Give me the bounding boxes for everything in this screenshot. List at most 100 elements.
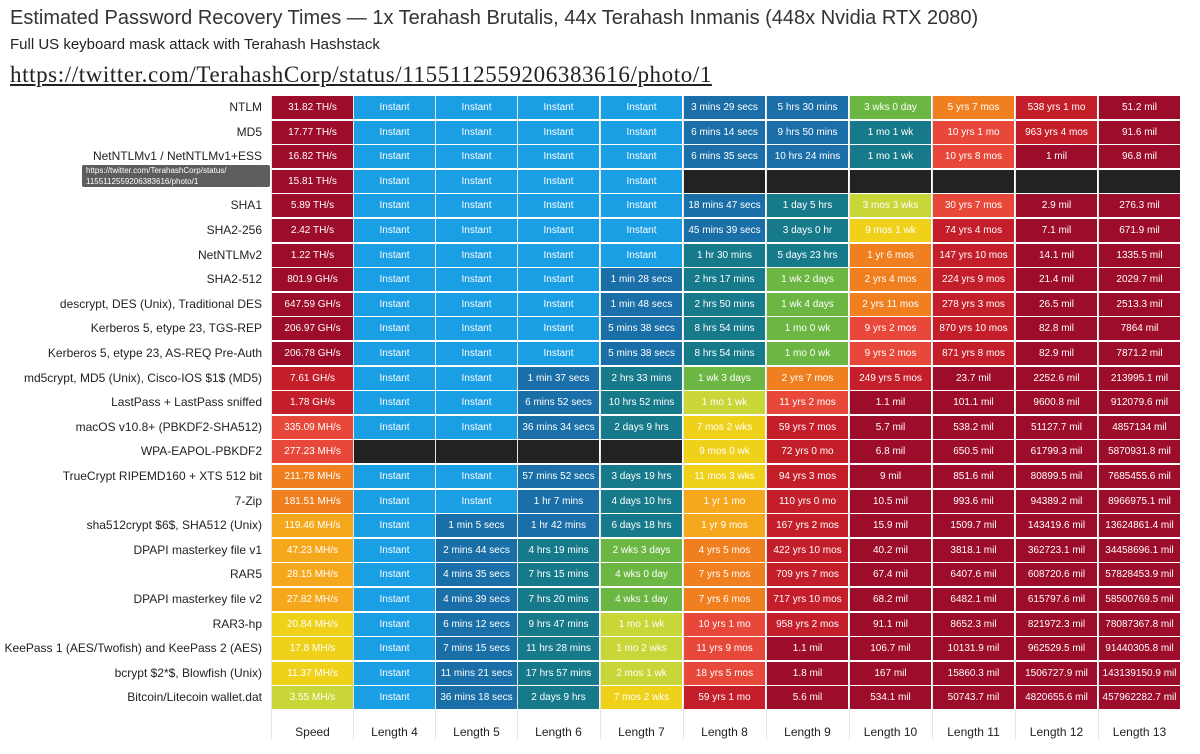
time-cell: 2 yrs 7 mos <box>767 366 848 390</box>
time-cell: Instant <box>354 538 435 562</box>
time-cell: 962529.5 mil <box>1016 637 1097 661</box>
time-cell: 1 wk 2 days <box>767 268 848 292</box>
time-cell: 72 yrs 0 mo <box>767 440 848 464</box>
time-cell: 249 yrs 5 mos <box>850 366 931 390</box>
time-cell: 1 min 28 secs <box>601 268 682 292</box>
row-label: 7-Zip <box>234 493 262 508</box>
time-cell: 2 hrs 33 mins <box>601 366 682 390</box>
time-cell: 422 yrs 10 mos <box>767 538 848 562</box>
time-cell: 9 mos 1 wk <box>850 219 931 242</box>
time-cell: 9 yrs 2 mos <box>850 342 931 365</box>
time-cell: 96.8 mil <box>1099 145 1180 169</box>
time-cell: 110 yrs 0 mo <box>767 489 848 513</box>
time-cell: 6 mins 14 secs <box>684 120 765 144</box>
time-cell: Instant <box>436 169 517 193</box>
time-cell: 1 wk 4 days <box>767 292 848 316</box>
row-label: TrueCrypt RIPEMD160 + XTS 512 bit <box>62 469 262 483</box>
speed-cell: 5.89 TH/s <box>272 194 353 218</box>
grid-line <box>435 95 436 740</box>
time-cell: Instant <box>354 169 435 193</box>
time-cell: Instant <box>518 342 599 365</box>
time-cell: 1 hr 7 mins <box>518 489 599 513</box>
time-cell: 21.4 mil <box>1016 268 1097 292</box>
time-cell: Instant <box>354 588 435 611</box>
time-cell: 993.6 mil <box>933 489 1014 513</box>
column-header: Length 11 <box>947 725 1000 739</box>
link-tooltip: https://twitter.com/TerahashCorp/status/… <box>82 165 270 187</box>
time-cell: Instant <box>354 96 435 119</box>
time-cell: 8 hrs 54 mins <box>684 317 765 341</box>
time-cell: 3 wks 0 day <box>850 96 931 119</box>
time-cell: 1.1 mil <box>767 637 848 661</box>
time-cell: 91.6 mil <box>1099 120 1180 144</box>
time-cell: 7864 mil <box>1099 317 1180 341</box>
time-cell: 6 days 18 hrs <box>601 514 682 538</box>
time-cell: 91.1 mil <box>850 612 931 636</box>
time-cell: 4 wks 1 day <box>601 588 682 611</box>
time-cell: 5 yrs 7 mos <box>933 96 1014 119</box>
time-cell: 1 yr 1 mo <box>684 489 765 513</box>
time-cell: 10 yrs 8 mos <box>933 145 1014 169</box>
time-cell: 11 hrs 28 mins <box>518 637 599 661</box>
grid-line <box>849 95 850 740</box>
row-label: DPAPI masterkey file v2 <box>133 592 262 606</box>
column-header: Length 13 <box>1112 725 1167 739</box>
row-label: Kerberos 5, etype 23, TGS-REP <box>90 321 262 336</box>
time-cell: 68.2 mil <box>850 588 931 611</box>
time-cell: 147 yrs 10 mos <box>933 243 1014 267</box>
speed-cell: 335.09 MH/s <box>272 415 353 439</box>
speed-cell: 206.78 GH/s <box>272 342 353 365</box>
time-cell: 11 mins 21 secs <box>436 661 517 685</box>
chart-title: Estimated Password Recovery Times — 1x T… <box>10 7 979 29</box>
time-cell: Instant <box>601 145 682 169</box>
chart-subtitle: Full US keyboard mask attack with Teraha… <box>10 36 380 53</box>
time-cell: 7 yrs 5 mos <box>684 563 765 587</box>
time-cell: 11 yrs 9 mos <box>684 637 765 661</box>
time-cell: 6482.1 mil <box>933 588 1014 611</box>
time-cell: 51127.7 mil <box>1016 415 1097 439</box>
time-cell: 870 yrs 10 mos <box>933 317 1014 341</box>
time-cell: 36 mins 34 secs <box>518 415 599 439</box>
time-cell: 2 mins 44 secs <box>436 538 517 562</box>
tooltip-line-2: 1155112559206383616/photo/1 <box>86 177 199 186</box>
time-cell: 1 yr 6 mos <box>850 243 931 267</box>
time-cell: 538 yrs 1 mo <box>1016 96 1097 119</box>
time-cell: 2.9 mil <box>1016 194 1097 218</box>
time-cell: Instant <box>518 96 599 119</box>
time-cell: 57 mins 52 secs <box>518 465 599 488</box>
time-cell: 6407.6 mil <box>933 563 1014 587</box>
row-label: sha512crypt $6$, SHA512 (Unix) <box>86 518 262 533</box>
time-cell: 1 mo 2 wks <box>601 637 682 661</box>
time-cell: 5.7 mil <box>850 415 931 439</box>
time-cell: 2 hrs 50 mins <box>684 292 765 316</box>
speed-cell: 3.55 MH/s <box>272 686 353 710</box>
time-cell: 1 mo 0 wk <box>767 342 848 365</box>
time-cell: 26.5 mil <box>1016 292 1097 316</box>
time-cell: 7 mins 15 secs <box>436 637 517 661</box>
time-cell: 1 hr 30 mins <box>684 243 765 267</box>
time-cell <box>933 169 1014 193</box>
time-cell: 94389.2 mil <box>1016 489 1097 513</box>
time-cell: 10 hrs 52 mins <box>601 391 682 415</box>
time-cell: Instant <box>601 194 682 218</box>
time-cell: 1 wk 3 days <box>684 366 765 390</box>
grid-line <box>683 95 684 740</box>
source-link[interactable]: https://twitter.com/TerahashCorp/status/… <box>10 62 712 87</box>
time-cell: 5 mins 38 secs <box>601 342 682 365</box>
row-label: md5crypt, MD5 (Unix), Cisco-IOS $1$ (MD5… <box>23 370 262 385</box>
time-cell: 1 mil <box>1016 145 1097 169</box>
time-cell: Instant <box>354 489 435 513</box>
speed-cell: 647.59 GH/s <box>272 292 353 316</box>
time-cell: 2 mos 1 wk <box>601 661 682 685</box>
time-cell: Instant <box>354 637 435 661</box>
time-cell: 101.1 mil <box>933 391 1014 415</box>
time-cell: 2513.3 mil <box>1099 292 1180 316</box>
time-cell: Instant <box>518 219 599 242</box>
time-cell: 9 mos 0 wk <box>684 440 765 464</box>
time-cell: Instant <box>436 489 517 513</box>
time-cell: 5 hrs 30 mins <box>767 96 848 119</box>
time-cell: 67.4 mil <box>850 563 931 587</box>
time-cell: 671.9 mil <box>1099 219 1180 242</box>
time-cell: 1 min 5 secs <box>436 514 517 538</box>
